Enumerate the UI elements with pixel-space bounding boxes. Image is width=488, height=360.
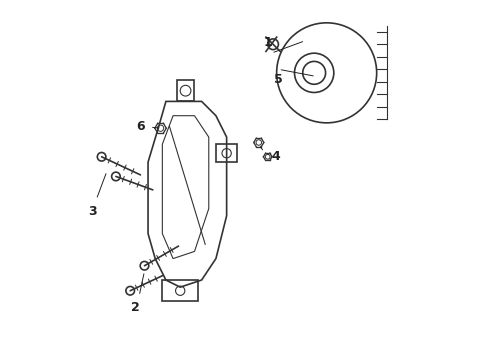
Text: 5: 5 bbox=[273, 73, 282, 86]
Text: 2: 2 bbox=[131, 301, 140, 314]
Text: 1: 1 bbox=[263, 36, 271, 49]
Text: 4: 4 bbox=[271, 150, 280, 163]
Text: 6: 6 bbox=[136, 120, 144, 133]
Text: 3: 3 bbox=[88, 205, 97, 218]
